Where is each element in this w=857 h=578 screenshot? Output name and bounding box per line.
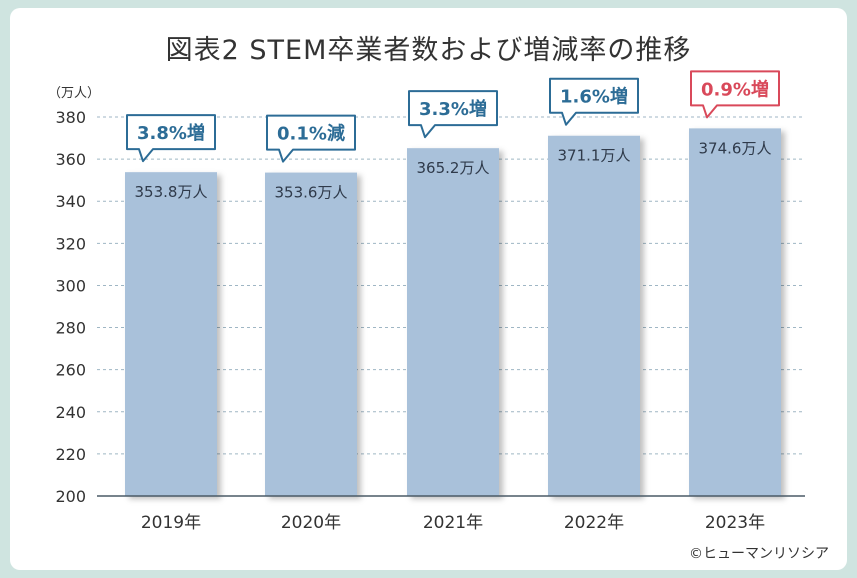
y-tick-label: 220 bbox=[55, 445, 86, 464]
bar bbox=[689, 128, 781, 496]
data-label: 371.1万人 bbox=[558, 147, 631, 165]
y-tick-label: 200 bbox=[55, 487, 86, 506]
x-tick-label: 2019年 bbox=[141, 513, 201, 533]
y-tick-label: 320 bbox=[55, 234, 86, 253]
change-rate-label: 3.8%増 bbox=[137, 122, 205, 144]
bar bbox=[125, 172, 217, 496]
y-tick-label: 380 bbox=[55, 108, 86, 127]
x-tick-label: 2020年 bbox=[281, 513, 341, 533]
change-rate-label: 1.6%増 bbox=[560, 86, 628, 108]
y-tick-label: 280 bbox=[55, 319, 86, 338]
change-callout bbox=[690, 70, 780, 119]
x-tick-label: 2023年 bbox=[705, 513, 765, 533]
change-callout bbox=[549, 77, 639, 126]
y-tick-label: 300 bbox=[55, 276, 86, 295]
change-callout bbox=[126, 114, 216, 163]
y-tick-label: 240 bbox=[55, 403, 86, 422]
bar bbox=[548, 135, 640, 496]
y-tick-label: 260 bbox=[55, 361, 86, 380]
data-label: 365.2万人 bbox=[417, 159, 490, 177]
y-axis-unit-label: （万人） bbox=[48, 86, 101, 101]
change-callout bbox=[266, 114, 356, 163]
data-label: 353.6万人 bbox=[275, 184, 348, 202]
change-rate-label: 0.9%増 bbox=[701, 78, 769, 100]
bar bbox=[265, 172, 357, 496]
x-tick-label: 2021年 bbox=[423, 513, 483, 533]
x-tick-label: 2022年 bbox=[564, 513, 624, 533]
change-rate-label: 0.1%減 bbox=[277, 123, 345, 145]
y-tick-label: 340 bbox=[55, 192, 86, 211]
change-rate-label: 3.3%増 bbox=[419, 98, 487, 120]
y-tick-label: 360 bbox=[55, 150, 86, 169]
data-label: 353.8万人 bbox=[135, 183, 208, 201]
bar bbox=[407, 148, 499, 496]
copyright-credit: ©ヒューマンリソシア bbox=[689, 546, 829, 562]
change-callout bbox=[408, 90, 498, 139]
data-label: 374.6万人 bbox=[699, 139, 772, 157]
chart-title: 図表2 STEM卒業者数および増減率の推移 bbox=[165, 35, 692, 66]
